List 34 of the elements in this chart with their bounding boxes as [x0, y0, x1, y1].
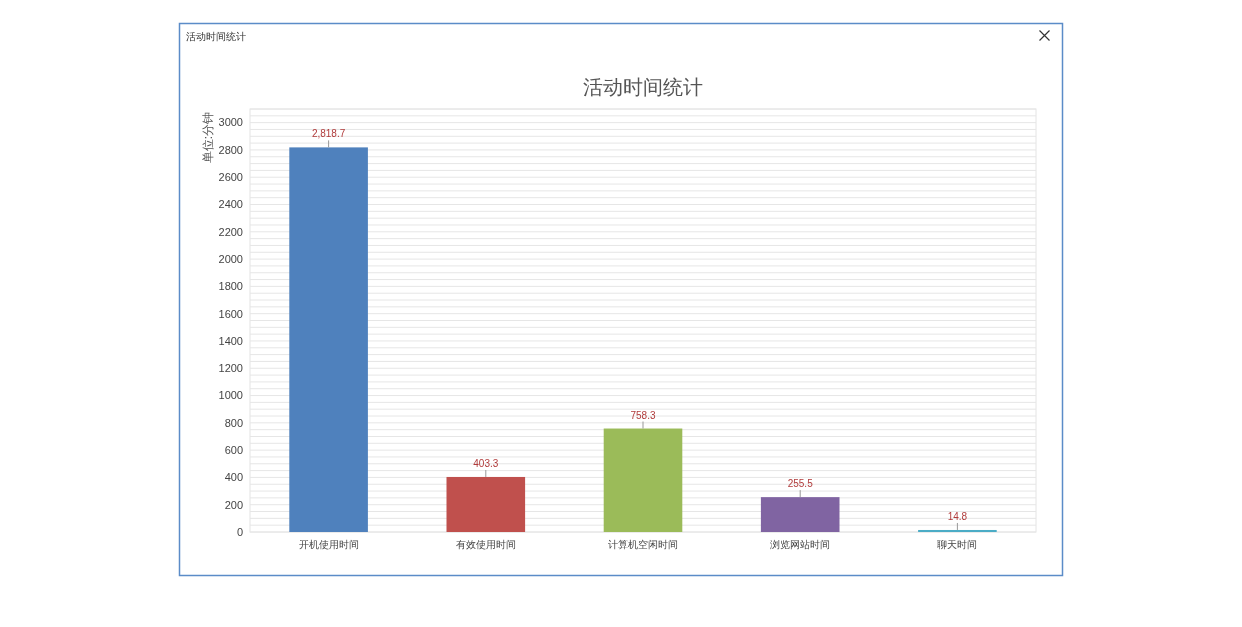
data-label: 14.8	[947, 510, 968, 522]
bar	[446, 476, 526, 532]
y-tick-label: 2400	[218, 198, 243, 211]
data-label: 403.3	[473, 457, 499, 469]
x-tick-label: 浏览网站时间	[770, 539, 831, 550]
bar	[289, 147, 368, 532]
y-tick-label: 600	[224, 443, 243, 456]
bar	[760, 497, 840, 532]
y-tick-label: 800	[224, 416, 243, 429]
y-tick-label: 2000	[218, 252, 243, 265]
chart-title: 活动时间统计	[583, 76, 703, 98]
x-tick-label: 有效使用时间	[455, 539, 516, 550]
x-tick-label: 计算机空闲时间	[608, 539, 678, 550]
y-tick-label: 2600	[218, 171, 243, 184]
y-tick-label: 2200	[218, 225, 243, 238]
bar	[918, 529, 997, 532]
data-label: 2,818.7	[311, 128, 346, 140]
bar	[603, 428, 683, 532]
y-tick-label: 3000	[218, 116, 243, 129]
y-axis-title: 单位:分钟	[201, 112, 215, 164]
data-label: 255.5	[787, 478, 814, 490]
y-tick-label: 1800	[218, 280, 243, 293]
x-tick-label: 聊天时间	[937, 539, 978, 550]
chart-title: 活动时间统计	[186, 31, 246, 42]
data-label: 758.3	[630, 409, 656, 421]
y-tick-label: 2800	[218, 143, 243, 156]
y-tick-label: 1400	[218, 334, 243, 347]
y-tick-label: 0	[236, 525, 243, 538]
y-tick-label: 1000	[218, 389, 243, 402]
y-tick-label: 1200	[218, 362, 243, 375]
x-tick-label: 开机使用时间	[298, 539, 359, 550]
y-tick-label: 400	[224, 471, 243, 484]
y-tick-label: 200	[224, 498, 243, 511]
y-tick-label: 1600	[218, 307, 243, 320]
